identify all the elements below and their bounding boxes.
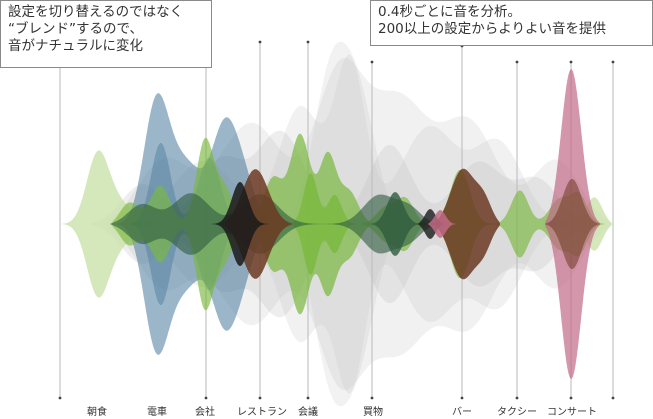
scene-label: 会議 [298, 407, 318, 418]
concert-core-wave [545, 179, 600, 269]
guide-dot [460, 396, 464, 400]
scene-label: 買物 [363, 407, 383, 418]
scene-label: 朝食 [87, 407, 107, 418]
scene-label: レストラン [237, 407, 287, 418]
analysis-callout-line-2: 200以上の設定からよりよい音を提供 [378, 21, 606, 37]
bar-wave [435, 168, 500, 280]
scene-label: 電車 [147, 407, 167, 418]
blend-callout-line-3: 音がナチュラルに変化 [8, 38, 143, 54]
guide-dot [204, 396, 208, 400]
sound-waveform-blend [62, 41, 612, 407]
bar-accent-wave [428, 210, 456, 238]
dark-core-wave [210, 182, 270, 266]
guide-dot [58, 396, 62, 400]
scene-label: タクシー [497, 407, 537, 418]
guide-dot [569, 60, 573, 64]
guide-dot [611, 60, 615, 64]
scene-label: バー [452, 407, 472, 418]
guide-dot [515, 60, 519, 64]
guide-dot [515, 396, 519, 400]
guide-dot [258, 40, 262, 44]
scene-label: コンサート [547, 407, 597, 418]
guide-dot [306, 396, 310, 400]
blend-callout: 設定を切り替えるのではなく “ブレンド”するので、 音がナチュラルに変化 [0, 0, 212, 68]
guide-dot [306, 40, 310, 44]
guide-dot [611, 396, 615, 400]
guide-dot [370, 60, 374, 64]
shopping-core-wave [370, 192, 425, 256]
scene-label: 会社 [195, 407, 215, 418]
blend-callout-line-1: 設定を切り替えるのではなく [8, 4, 184, 20]
guide-dot [569, 396, 573, 400]
blend-callout-line-2: “ブレンド”するので、 [8, 21, 143, 37]
guide-dot [370, 396, 374, 400]
analysis-callout: 0.4秒ごとに音を分析。 200以上の設定からよりよい音を提供 [370, 0, 653, 46]
guide-dot [258, 396, 262, 400]
analysis-callout-line-1: 0.4秒ごとに音を分析。 [378, 4, 521, 20]
